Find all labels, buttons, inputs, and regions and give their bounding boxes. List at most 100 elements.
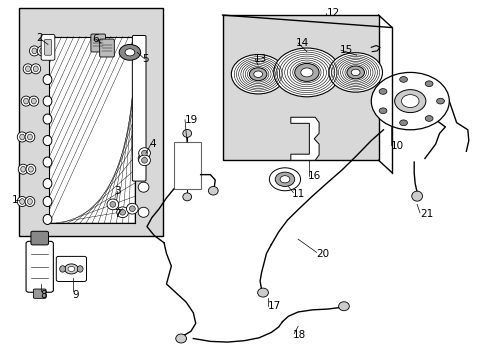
Ellipse shape: [117, 207, 128, 218]
Text: 21: 21: [419, 209, 432, 219]
Ellipse shape: [107, 199, 119, 210]
Circle shape: [249, 68, 266, 81]
Ellipse shape: [31, 98, 36, 104]
Circle shape: [425, 81, 432, 87]
Circle shape: [328, 53, 382, 92]
Ellipse shape: [43, 114, 52, 124]
Circle shape: [253, 71, 262, 77]
Ellipse shape: [27, 134, 32, 140]
Circle shape: [231, 54, 285, 94]
Ellipse shape: [142, 157, 147, 163]
FancyBboxPatch shape: [91, 34, 105, 52]
Ellipse shape: [338, 302, 348, 311]
Ellipse shape: [257, 288, 268, 297]
Ellipse shape: [60, 266, 65, 272]
Text: 9: 9: [73, 291, 80, 301]
Ellipse shape: [17, 197, 27, 207]
FancyBboxPatch shape: [26, 241, 53, 292]
Polygon shape: [290, 117, 319, 160]
Text: 12: 12: [326, 8, 339, 18]
Ellipse shape: [17, 132, 27, 142]
Ellipse shape: [18, 164, 28, 174]
Circle shape: [294, 63, 319, 81]
Ellipse shape: [43, 135, 52, 145]
FancyBboxPatch shape: [41, 35, 55, 60]
Circle shape: [394, 90, 425, 113]
Ellipse shape: [29, 96, 39, 106]
Circle shape: [125, 49, 135, 56]
FancyBboxPatch shape: [56, 256, 86, 282]
Ellipse shape: [25, 132, 35, 142]
Circle shape: [269, 168, 300, 191]
Circle shape: [119, 44, 141, 60]
Ellipse shape: [129, 206, 135, 212]
Ellipse shape: [43, 197, 52, 207]
Text: 3: 3: [114, 186, 120, 197]
Ellipse shape: [43, 179, 52, 189]
FancyBboxPatch shape: [44, 40, 51, 55]
Ellipse shape: [40, 48, 44, 54]
Ellipse shape: [139, 148, 150, 158]
Ellipse shape: [142, 150, 147, 156]
Ellipse shape: [183, 130, 191, 137]
Ellipse shape: [23, 98, 28, 104]
Ellipse shape: [32, 48, 37, 54]
Ellipse shape: [28, 166, 33, 172]
Ellipse shape: [139, 155, 150, 166]
Circle shape: [273, 48, 339, 97]
Ellipse shape: [33, 66, 38, 72]
Ellipse shape: [138, 207, 149, 217]
Ellipse shape: [23, 64, 33, 74]
Circle shape: [300, 68, 312, 77]
Text: 20: 20: [316, 248, 329, 258]
Bar: [19, 8, 163, 235]
Ellipse shape: [175, 334, 186, 343]
Ellipse shape: [25, 66, 30, 72]
Ellipse shape: [20, 166, 25, 172]
Ellipse shape: [411, 191, 422, 201]
Text: 5: 5: [142, 54, 148, 64]
Ellipse shape: [43, 75, 52, 85]
Ellipse shape: [27, 199, 32, 204]
Text: 8: 8: [41, 291, 47, 301]
Ellipse shape: [110, 202, 116, 207]
Ellipse shape: [31, 64, 41, 74]
Ellipse shape: [20, 199, 24, 204]
Text: 15: 15: [339, 45, 352, 55]
Ellipse shape: [43, 96, 52, 106]
Ellipse shape: [138, 153, 149, 163]
Text: 6: 6: [92, 34, 99, 44]
Bar: [173, 142, 200, 189]
Text: 1: 1: [11, 195, 18, 205]
FancyBboxPatch shape: [33, 289, 46, 298]
Bar: [222, 15, 378, 160]
Text: 19: 19: [184, 115, 198, 125]
Circle shape: [401, 95, 418, 108]
Circle shape: [378, 89, 386, 94]
Ellipse shape: [43, 215, 52, 225]
Circle shape: [425, 116, 432, 121]
FancyBboxPatch shape: [31, 231, 48, 245]
Text: 16: 16: [307, 171, 321, 181]
Circle shape: [399, 77, 407, 82]
Text: 18: 18: [293, 330, 306, 340]
Circle shape: [378, 108, 386, 114]
FancyBboxPatch shape: [100, 39, 114, 57]
Ellipse shape: [120, 210, 125, 215]
Text: 7: 7: [114, 209, 120, 219]
Ellipse shape: [183, 193, 191, 201]
Circle shape: [399, 120, 407, 126]
Circle shape: [346, 66, 364, 79]
Ellipse shape: [21, 96, 31, 106]
Ellipse shape: [138, 182, 149, 192]
Text: 4: 4: [149, 139, 156, 149]
Circle shape: [280, 176, 289, 183]
Ellipse shape: [25, 197, 35, 207]
Ellipse shape: [29, 46, 39, 56]
Circle shape: [370, 72, 448, 130]
Ellipse shape: [77, 266, 83, 272]
Ellipse shape: [126, 203, 138, 214]
Circle shape: [436, 98, 444, 104]
Ellipse shape: [208, 186, 218, 195]
Ellipse shape: [20, 134, 24, 140]
